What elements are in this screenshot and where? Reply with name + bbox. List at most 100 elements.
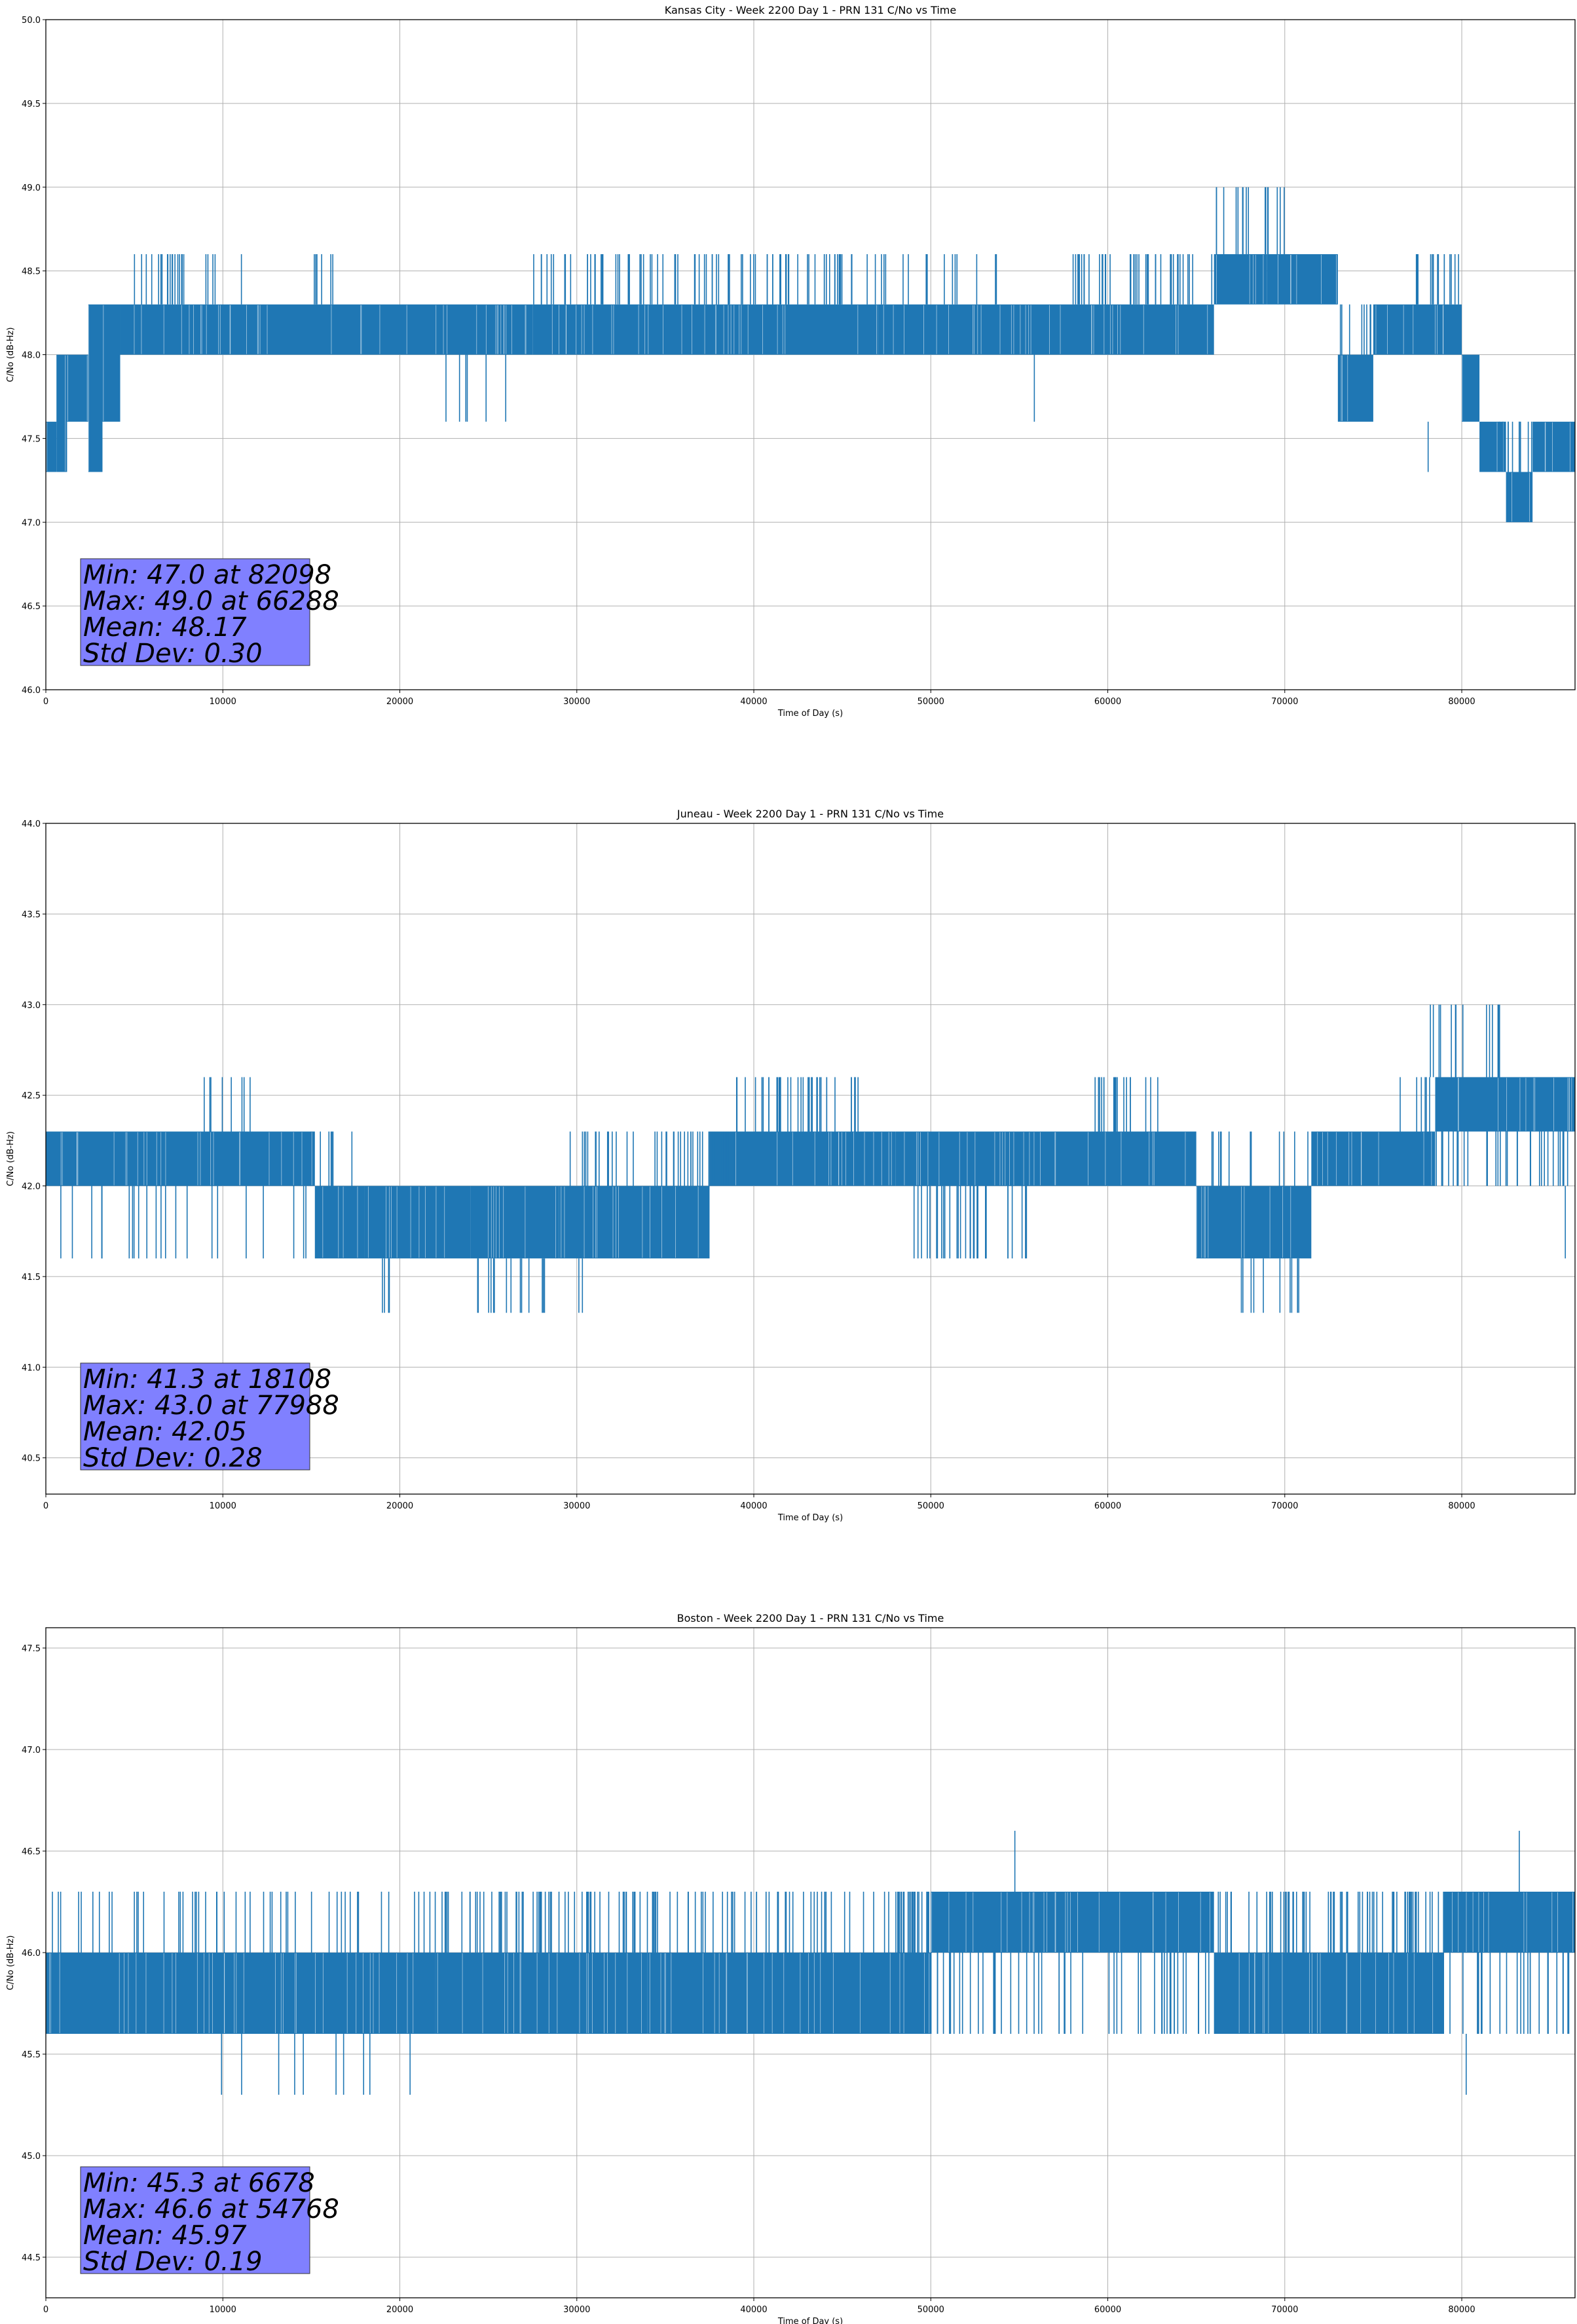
data-band <box>931 1892 1214 1953</box>
chart-panel: 0 10000 20000 30000 40000 50000 60000 70000 8000… <box>6 1612 1576 2324</box>
x-tick-label: 10000 <box>210 2305 236 2315</box>
stats-line: Max: 43.0 at 77988 <box>83 1391 339 1421</box>
data-band <box>120 304 533 355</box>
y-tick-label: 45.0 <box>22 2152 41 2162</box>
x-tick-label: 80000 <box>1448 2305 1475 2315</box>
y-tick-label: 48.0 <box>22 351 41 361</box>
y-tick-label: 46.0 <box>22 1949 41 1959</box>
x-tick-label: 40000 <box>740 697 767 707</box>
data-band <box>1373 304 1462 355</box>
chart-panel: 0 10000 20000 30000 40000 50000 60000 70000 8000… <box>6 4 1576 719</box>
stats-box <box>80 2166 310 2274</box>
data-band <box>1435 1077 1575 1132</box>
chart-title: Kansas City - Week 2200 Day 1 - PRN 131 … <box>665 4 956 16</box>
data-band <box>46 421 57 472</box>
x-tick-label: 30000 <box>563 2305 590 2315</box>
data-band <box>532 304 878 355</box>
y-tick-label: 47.0 <box>22 518 41 528</box>
data-band <box>56 354 67 472</box>
series-cno <box>46 1831 1575 2095</box>
data-band <box>1311 1131 1436 1186</box>
y-tick-label: 50.0 <box>22 16 41 26</box>
data-band <box>46 1131 315 1186</box>
data-band <box>647 1953 931 2034</box>
data-band <box>46 1953 436 2034</box>
y-tick-label: 40.5 <box>22 1454 41 1464</box>
x-axis-label: Time of Day (s) <box>777 2317 843 2324</box>
axes-frame <box>45 823 1576 1495</box>
y-tick-label: 46.5 <box>22 1847 41 1857</box>
x-tick-label: 50000 <box>918 2305 944 2315</box>
stats-line: Min: 41.3 at 18108 <box>83 1364 331 1395</box>
x-tick-label: 20000 <box>386 697 413 707</box>
y-tick-label: 47.5 <box>22 434 41 444</box>
y-tick-label: 48.5 <box>22 267 41 277</box>
y-tick-label: 41.0 <box>22 1363 41 1373</box>
data-band <box>1479 421 1506 472</box>
stats-line: Max: 46.6 at 54768 <box>83 2194 339 2224</box>
stats-box <box>80 558 310 666</box>
stats-line: Min: 45.3 at 6678 <box>83 2168 315 2198</box>
data-band <box>1214 1953 1445 2034</box>
y-tick-label: 47.0 <box>22 1746 41 1755</box>
stats-line: Std Dev: 0.19 <box>83 2247 263 2277</box>
x-tick-label: 70000 <box>1271 697 1298 707</box>
x-tick-label: 10000 <box>210 1501 236 1511</box>
stats-line: Min: 47.0 at 82098 <box>83 560 331 590</box>
x-tick-label: 60000 <box>1094 1501 1121 1511</box>
y-tick-label: 43.5 <box>22 910 41 920</box>
x-tick-label: 20000 <box>386 2305 413 2315</box>
x-tick-label: 50000 <box>918 1501 944 1511</box>
data-band <box>895 1131 1197 1186</box>
x-tick-label: 60000 <box>1094 697 1121 707</box>
data-band <box>1267 254 1338 305</box>
data-band <box>314 1186 365 1259</box>
stats-line: Max: 49.0 at 66288 <box>83 586 339 616</box>
series-cno <box>46 1004 1575 1313</box>
y-axis-label: C/No (dB-Hz) <box>6 1936 16 1991</box>
stats-line: Std Dev: 0.28 <box>83 1443 263 1473</box>
data-band <box>559 1186 710 1259</box>
chart-panel: 0 10000 20000 30000 40000 50000 60000 70000 8000… <box>6 808 1576 1523</box>
stats-line: Mean: 42.05 <box>83 1417 247 1447</box>
x-tick-label: 50000 <box>918 697 944 707</box>
data-band <box>364 1186 471 1259</box>
x-tick-label: 40000 <box>740 1501 767 1511</box>
data-band <box>1506 472 1533 523</box>
data-band <box>1214 254 1267 305</box>
data-band <box>1337 354 1373 422</box>
stats-box <box>80 1362 310 1471</box>
x-tick-label: 0 <box>43 697 48 707</box>
data-band <box>878 304 1214 355</box>
x-tick-label: 70000 <box>1271 2305 1298 2315</box>
x-tick-label: 60000 <box>1094 2305 1121 2315</box>
y-tick-label: 47.5 <box>22 1644 41 1654</box>
y-tick-label: 46.0 <box>22 686 41 696</box>
axes-frame <box>45 1627 1576 2298</box>
data-band <box>1462 354 1480 422</box>
data-band <box>735 1131 896 1186</box>
data-band <box>470 1186 559 1259</box>
y-axis-label: C/No (dB-Hz) <box>6 328 16 383</box>
x-tick-label: 80000 <box>1448 697 1475 707</box>
y-tick-label: 43.0 <box>22 1001 41 1011</box>
y-tick-label: 42.5 <box>22 1091 41 1101</box>
y-tick-label: 44.0 <box>22 819 41 829</box>
stats-line: Mean: 45.97 <box>83 2221 247 2251</box>
data-band <box>102 304 121 422</box>
y-tick-label: 49.0 <box>22 183 41 193</box>
stats-line: Mean: 48.17 <box>83 612 247 643</box>
data-band <box>1444 1892 1575 1953</box>
x-tick-label: 20000 <box>386 1501 413 1511</box>
chart-title: Boston - Week 2200 Day 1 - PRN 131 C/No … <box>677 1612 944 1624</box>
x-axis-label: Time of Day (s) <box>777 1513 843 1523</box>
y-tick-label: 45.5 <box>22 2050 41 2060</box>
data-band <box>1532 421 1575 472</box>
y-tick-label: 46.5 <box>22 602 41 612</box>
chart-title: Juneau - Week 2200 Day 1 - PRN 131 C/No … <box>677 808 944 820</box>
y-axis-label: C/No (dB-Hz) <box>6 1131 16 1186</box>
y-tick-label: 42.0 <box>22 1182 41 1192</box>
x-tick-label: 30000 <box>563 697 590 707</box>
data-band <box>435 1953 648 2034</box>
